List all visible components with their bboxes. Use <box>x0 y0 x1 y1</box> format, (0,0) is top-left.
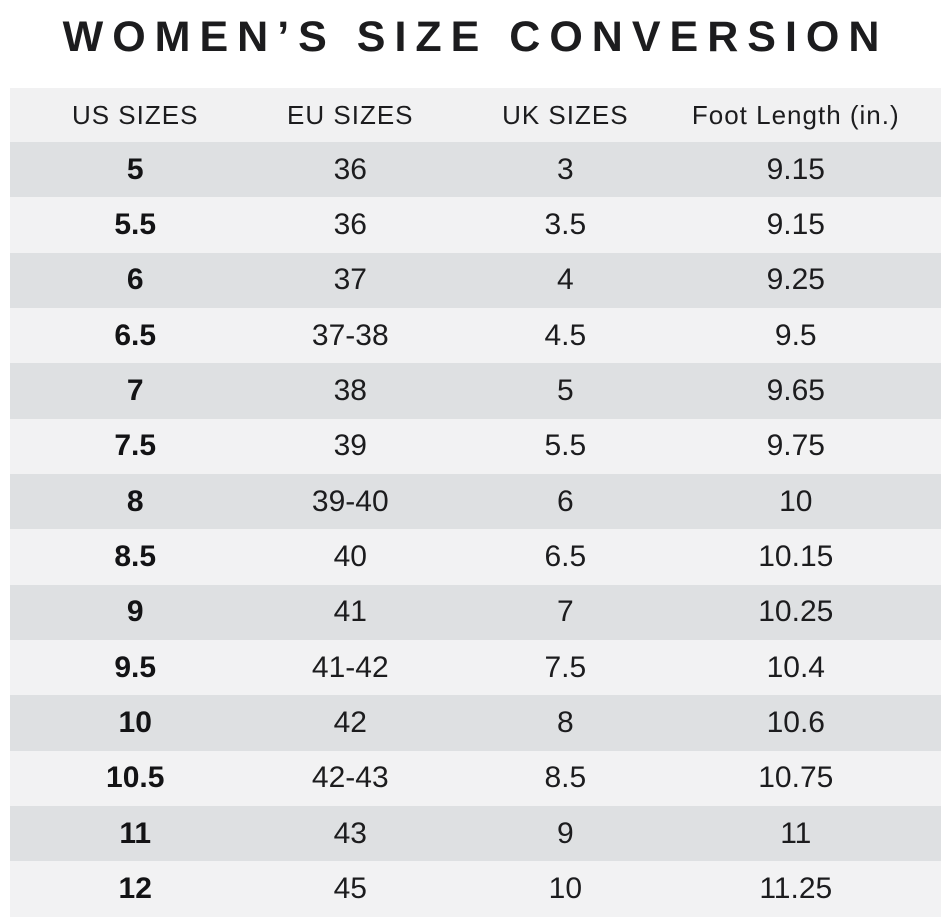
us-size-cell: 10.5 <box>106 761 165 795</box>
table-row: 6.5 37-38 4.5 9.5 <box>10 308 941 364</box>
foot-length-cell: 9.65 <box>766 374 825 408</box>
uk-size-cell: 3.5 <box>544 208 587 242</box>
foot-length-cell: 11 <box>780 816 812 850</box>
table-body: 5 36 3 9.15 5.5 36 3.5 9.15 6 37 4 9.25 6.5 37-38 4.5 9… <box>10 142 941 917</box>
uk-size-cell: 8 <box>556 706 574 740</box>
uk-size-cell: 4 <box>556 263 574 297</box>
table-row: 8 39-40 6 10 <box>10 474 941 530</box>
uk-size-cell: 9 <box>556 816 574 850</box>
uk-size-cell: 6.5 <box>544 540 587 574</box>
table-row: 9.5 41-42 7.5 10.4 <box>10 640 941 696</box>
table-row: 5.5 36 3.5 9.15 <box>10 197 941 253</box>
us-size-cell: 6.5 <box>114 318 157 352</box>
table-row: 5 36 3 9.15 <box>10 142 941 198</box>
us-size-cell: 9.5 <box>114 650 157 684</box>
eu-size-cell: 38 <box>333 374 367 408</box>
uk-size-cell: 3 <box>556 152 574 186</box>
us-size-cell: 8.5 <box>114 540 157 574</box>
eu-size-cell: 36 <box>333 152 367 186</box>
foot-length-cell: 9.75 <box>766 429 825 463</box>
us-size-cell: 7 <box>126 374 144 408</box>
table-row: 8.5 40 6.5 10.15 <box>10 529 941 585</box>
column-header-us-sizes: US SIZES <box>71 99 199 130</box>
us-size-cell: 12 <box>118 872 152 906</box>
eu-size-cell: 36 <box>333 208 367 242</box>
uk-size-cell: 6 <box>556 484 574 518</box>
foot-length-cell: 10.25 <box>758 595 834 629</box>
us-size-cell: 10 <box>118 706 152 740</box>
us-size-cell: 5.5 <box>114 208 157 242</box>
eu-size-cell: 39 <box>333 429 367 463</box>
uk-size-cell: 7 <box>556 595 574 629</box>
foot-length-cell: 10 <box>779 484 813 518</box>
foot-length-cell: 10.15 <box>758 540 834 574</box>
uk-size-cell: 7.5 <box>544 650 587 684</box>
us-size-cell: 9 <box>126 595 144 629</box>
table-row: 11 43 9 11 <box>10 806 941 862</box>
foot-length-cell: 9.15 <box>766 208 825 242</box>
column-header-foot-length: Foot Length (in.) <box>691 99 900 130</box>
eu-size-cell: 37-38 <box>311 318 389 352</box>
foot-length-cell: 11.25 <box>759 872 833 906</box>
uk-size-cell: 8.5 <box>544 761 587 795</box>
eu-size-cell: 41 <box>333 595 367 629</box>
table-row: 10.5 42-43 8.5 10.75 <box>10 750 941 807</box>
foot-length-cell: 9.25 <box>766 263 825 297</box>
us-size-cell: 7.5 <box>114 429 157 463</box>
foot-length-cell: 9.15 <box>766 152 825 186</box>
foot-length-cell: 10.75 <box>758 761 834 795</box>
eu-size-cell: 37 <box>333 263 367 297</box>
eu-size-cell: 39-40 <box>311 484 389 518</box>
page-title: WOMEN’S SIZE CONVERSION <box>62 13 889 61</box>
uk-size-cell: 4.5 <box>544 318 587 352</box>
eu-size-cell: 43 <box>333 816 367 850</box>
column-header-uk-sizes: UK SIZES <box>502 99 629 130</box>
us-size-cell: 5 <box>126 152 144 186</box>
us-size-cell: 11 <box>119 816 152 850</box>
table-header-row: US SIZES EU SIZES UK SIZES Foot Length (… <box>10 88 941 142</box>
column-header-eu-sizes: EU SIZES <box>287 99 414 130</box>
table-row: 7.5 39 5.5 9.75 <box>10 418 941 475</box>
eu-size-cell: 42-43 <box>311 761 389 795</box>
foot-length-cell: 10.6 <box>766 706 825 740</box>
table-row: 10 42 8 10.6 <box>10 695 941 751</box>
us-size-cell: 8 <box>126 484 144 518</box>
table-row: 6 37 4 9.25 <box>10 252 941 309</box>
size-conversion-table: US SIZES EU SIZES UK SIZES Foot Length (… <box>10 88 941 917</box>
uk-size-cell: 5 <box>556 374 574 408</box>
table-row: 9 41 7 10.25 <box>10 584 941 641</box>
foot-length-cell: 9.5 <box>774 318 817 352</box>
us-size-cell: 6 <box>126 263 144 297</box>
uk-size-cell: 5.5 <box>544 429 587 463</box>
uk-size-cell: 10 <box>548 872 583 906</box>
table-row: 7 38 5 9.65 <box>10 363 941 419</box>
eu-size-cell: 40 <box>333 540 367 574</box>
table-row: 12 45 10 11.25 <box>10 861 941 917</box>
foot-length-cell: 10.4 <box>766 650 825 684</box>
eu-size-cell: 42 <box>333 706 367 740</box>
eu-size-cell: 45 <box>333 872 367 906</box>
eu-size-cell: 41-42 <box>311 650 389 684</box>
